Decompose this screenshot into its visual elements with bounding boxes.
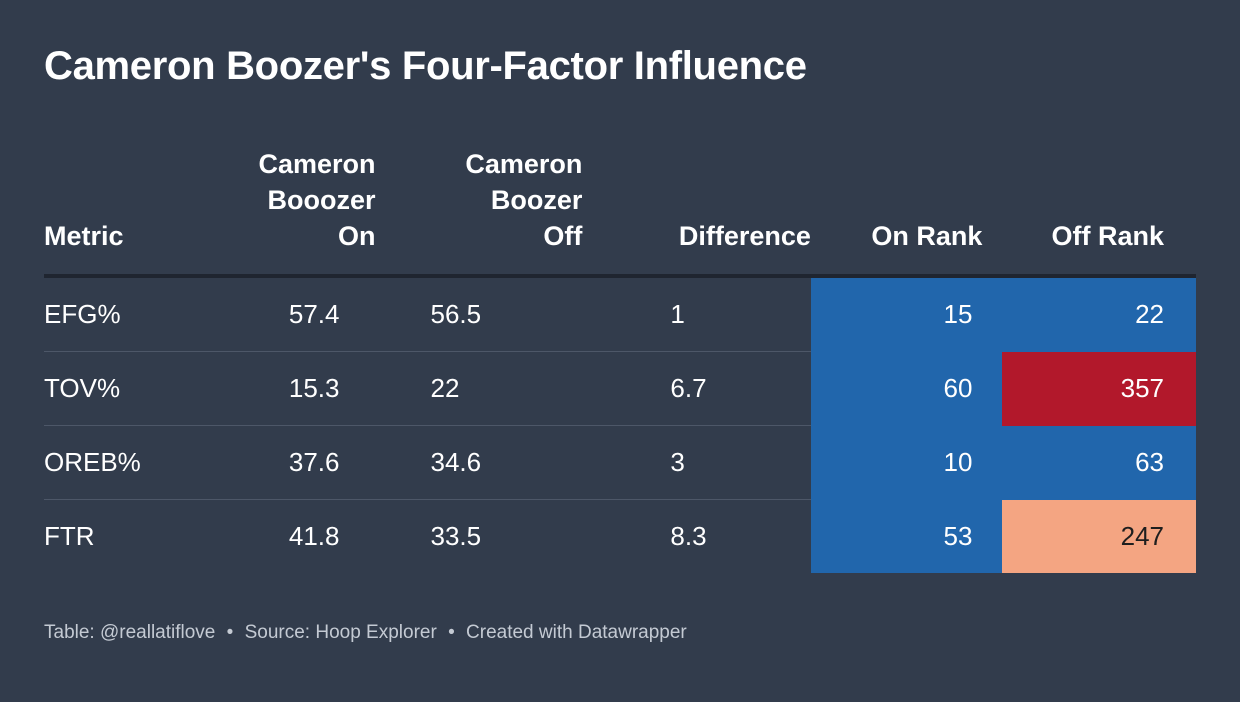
cell-off-rank: 63 [1002,425,1196,500]
cell-on: 15.3 [225,351,376,426]
footer-separator: • [226,622,234,643]
cell-off: 22 [375,351,583,426]
cell-difference: 1 [582,276,811,352]
cell-metric: TOV% [44,351,226,426]
footer-separator: • [448,622,455,643]
cell-metric: OREB% [44,425,226,500]
table-row: EFG% 57.4 56.5 1 15 22 [44,276,1196,352]
header-difference[interactable]: Difference [582,146,811,278]
cell-off-rank: 357 [1002,351,1196,426]
footer-created: Created with Datawrapper [466,622,687,643]
cell-on-rank: 53 [810,499,1003,573]
table-row: FTR 41.8 33.5 8.3 53 247 [44,499,1196,573]
cell-off-rank: 247 [1002,499,1196,573]
footer-table-credit: Table: @reallatiflove [44,622,216,643]
footer: Table: @reallatiflove • Source: Hoop Exp… [44,622,687,644]
header-on[interactable]: Cameron Booozer On [225,146,376,278]
cell-on: 41.8 [288,521,340,551]
cell-off: 34.6 [375,425,583,500]
cell-off: 33.5 [430,521,482,551]
footer-source: Source: Hoop Explorer [244,622,437,643]
cell-difference: 8.3 [670,521,707,551]
cell-on-rank: 60 [810,351,1003,426]
header-on-rank[interactable]: On Rank [810,146,1003,278]
cell-on: 37.6 [225,425,376,500]
header-off-rank[interactable]: Off Rank [1002,146,1196,278]
cell-metric: EFG% [44,276,226,352]
header-off[interactable]: Cameron Boozer Off [375,146,583,278]
cell-on: 57.4 [225,276,376,352]
cell-on-rank: 10 [810,425,1003,500]
header-row: Metric Cameron Booozer On Cameron Boozer… [44,146,1196,278]
cell-on-rank: 15 [810,276,1003,352]
four-factor-table: Metric Cameron Booozer On Cameron Boozer… [44,146,1196,573]
table-row: TOV% 15.3 22 6.7 60 357 [44,351,1196,426]
chart-title: Cameron Boozer's Four-Factor Influence [44,44,807,88]
cell-difference: 6.7 [582,351,811,426]
cell-difference: 3 [582,425,811,500]
cell-off: 56.5 [375,276,583,352]
cell-metric: FTR [44,521,95,551]
header-metric[interactable]: Metric [44,146,226,278]
cell-off-rank: 22 [1002,276,1196,352]
table-row: OREB% 37.6 34.6 3 10 63 [44,425,1196,500]
